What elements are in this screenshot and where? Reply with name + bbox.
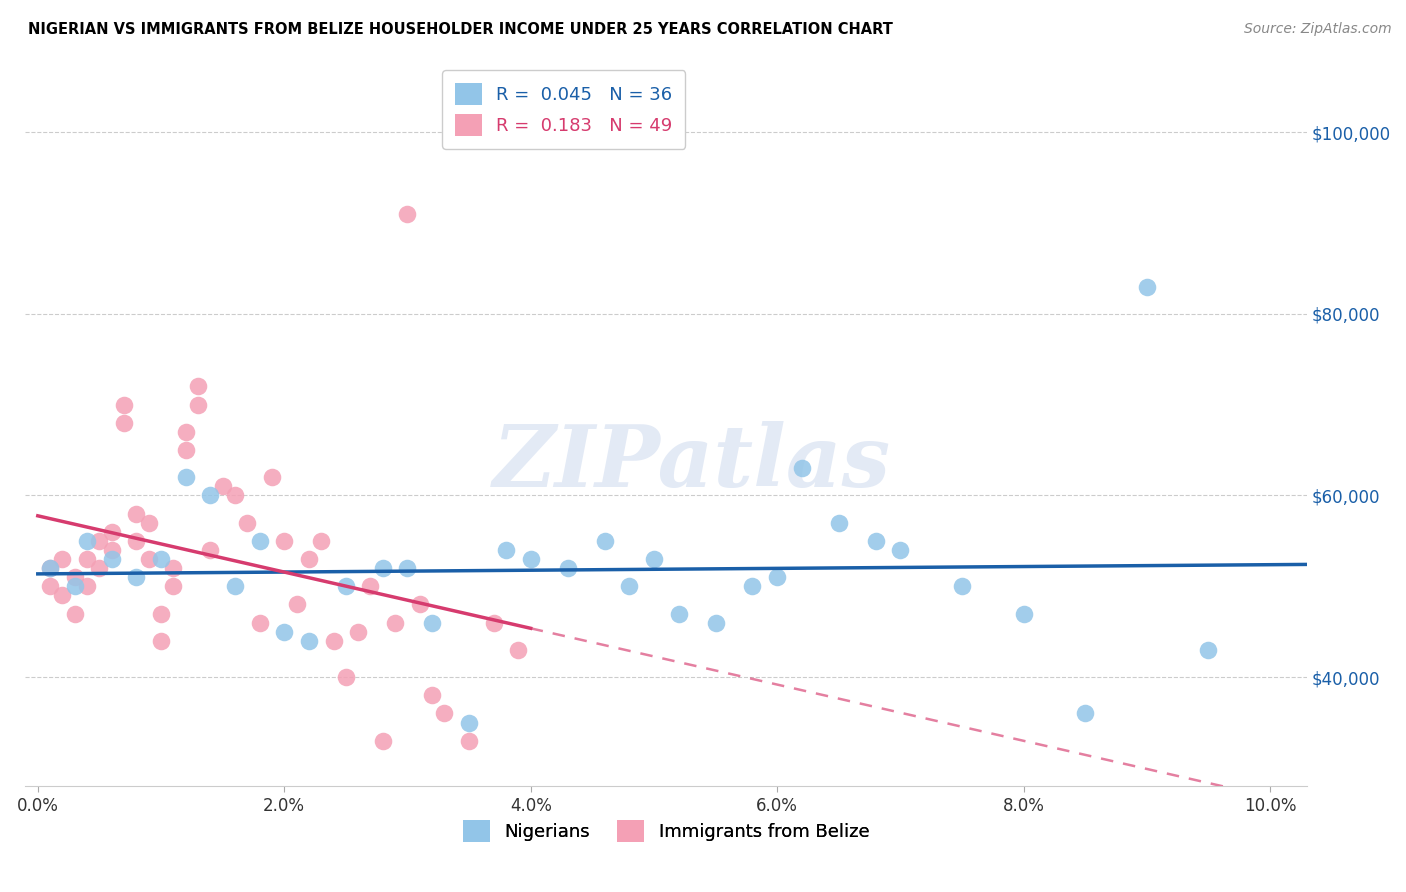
Point [174, 470, 197, 484]
Point [200, 543, 222, 558]
Legend: Nigerians, Immigrants from Belize: Nigerians, Immigrants from Belize [456, 813, 877, 849]
Point [249, 615, 271, 630]
Point [39, 579, 62, 593]
Point [409, 598, 432, 612]
Point [335, 579, 357, 593]
Point [51, 588, 73, 602]
Point [150, 607, 173, 621]
Point [508, 643, 530, 657]
Point [187, 398, 209, 412]
Point [1136, 279, 1159, 293]
Point [347, 624, 370, 639]
Point [668, 607, 690, 621]
Point [309, 533, 332, 548]
Point [273, 624, 295, 639]
Point [790, 461, 813, 475]
Point [1197, 643, 1219, 657]
Point [593, 533, 616, 548]
Point [162, 579, 184, 593]
Point [433, 706, 456, 721]
Point [889, 543, 911, 558]
Point [495, 543, 517, 558]
Text: Source: ZipAtlas.com: Source: ZipAtlas.com [1244, 22, 1392, 37]
Point [371, 733, 394, 747]
Point [236, 516, 259, 530]
Point [371, 561, 394, 575]
Point [420, 615, 443, 630]
Point [174, 443, 197, 458]
Point [100, 552, 122, 566]
Point [384, 615, 406, 630]
Point [643, 552, 665, 566]
Point [100, 524, 122, 539]
Point [200, 488, 222, 502]
Point [360, 579, 382, 593]
Point [51, 552, 73, 566]
Point [89, 561, 111, 575]
Point [224, 579, 246, 593]
Point [273, 533, 295, 548]
Point [766, 570, 789, 584]
Point [174, 425, 197, 439]
Point [39, 561, 62, 575]
Point [557, 561, 579, 575]
Point [125, 533, 148, 548]
Point [76, 533, 98, 548]
Point [298, 552, 321, 566]
Point [63, 607, 86, 621]
Point [211, 479, 233, 493]
Point [950, 579, 973, 593]
Point [865, 533, 887, 548]
Point [249, 533, 271, 548]
Point [138, 552, 160, 566]
Point [76, 579, 98, 593]
Point [335, 670, 357, 684]
Point [89, 533, 111, 548]
Point [420, 688, 443, 702]
Point [63, 570, 86, 584]
Point [704, 615, 727, 630]
Point [125, 507, 148, 521]
Point [112, 416, 135, 430]
Point [162, 561, 184, 575]
Point [260, 470, 283, 484]
Point [396, 207, 419, 221]
Point [150, 552, 173, 566]
Point [285, 598, 308, 612]
Point [458, 733, 481, 747]
Point [100, 543, 122, 558]
Point [112, 398, 135, 412]
Point [519, 552, 541, 566]
Point [828, 516, 851, 530]
Text: NIGERIAN VS IMMIGRANTS FROM BELIZE HOUSEHOLDER INCOME UNDER 25 YEARS CORRELATION: NIGERIAN VS IMMIGRANTS FROM BELIZE HOUSE… [28, 22, 893, 37]
Point [76, 552, 98, 566]
Point [482, 615, 505, 630]
Point [619, 579, 641, 593]
Point [224, 488, 246, 502]
Point [298, 633, 321, 648]
Point [125, 570, 148, 584]
Point [187, 379, 209, 393]
Point [396, 561, 419, 575]
Point [150, 633, 173, 648]
Point [458, 715, 481, 730]
Point [322, 633, 344, 648]
Text: ZIPatlas: ZIPatlas [494, 421, 891, 505]
Point [741, 579, 763, 593]
Point [39, 561, 62, 575]
Point [1074, 706, 1097, 721]
Point [63, 579, 86, 593]
Point [1012, 607, 1035, 621]
Point [138, 516, 160, 530]
